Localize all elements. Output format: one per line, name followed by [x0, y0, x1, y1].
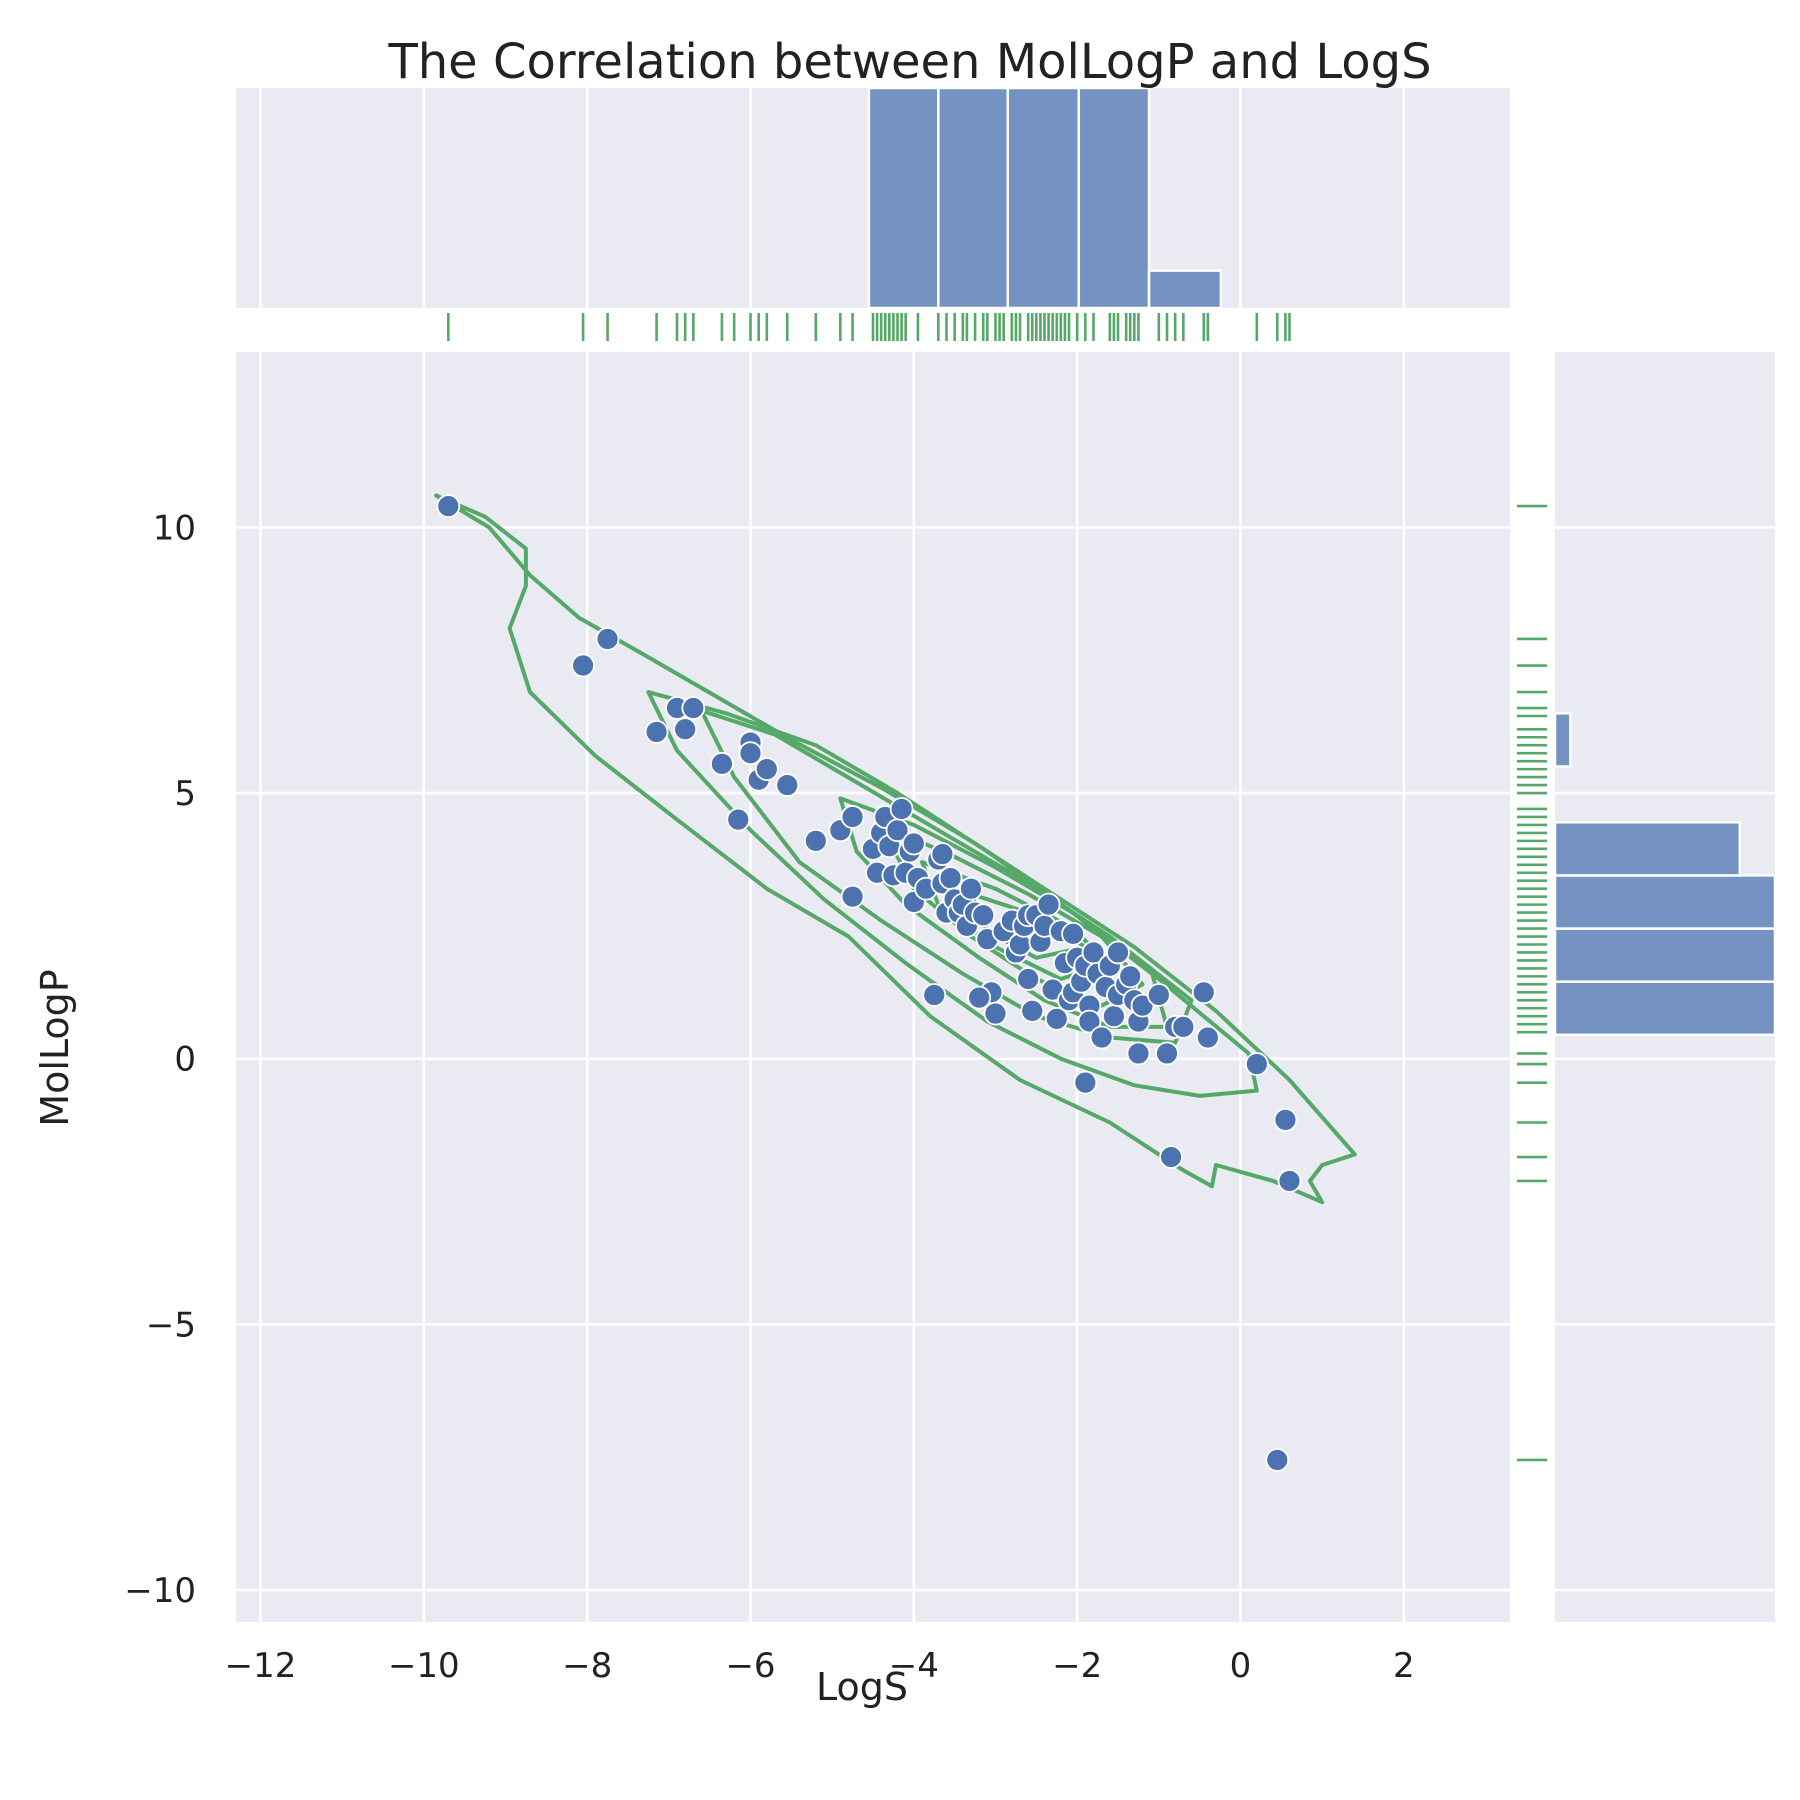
x-axis-label: LogS	[816, 1665, 908, 1709]
y-tick-label: 10	[153, 508, 196, 548]
kde-contour	[434, 493, 1357, 1205]
data-point	[1171, 1014, 1196, 1039]
data-point	[1118, 964, 1143, 989]
x-tick-label: −2	[1052, 1646, 1102, 1686]
x-tick-label: −12	[225, 1646, 297, 1686]
data-point	[1102, 1004, 1126, 1029]
top-marginal-histogram	[236, 86, 1510, 341]
data-point	[967, 985, 992, 1010]
data-point	[1077, 1009, 1102, 1034]
y-axis-label: MolLogP	[33, 969, 77, 1126]
data-point	[1195, 1025, 1220, 1050]
data-point	[971, 903, 996, 928]
data-point	[1061, 921, 1085, 946]
data-point	[1159, 1145, 1183, 1169]
chart-title: The Correlation between MolLogP and LogS	[387, 34, 1431, 90]
data-point	[754, 757, 779, 782]
x-histogram-bar	[867, 86, 940, 310]
data-point	[673, 717, 698, 742]
data-point	[959, 876, 983, 901]
data-point	[1265, 1448, 1290, 1472]
data-point	[983, 1001, 1008, 1026]
x-tick-label: −10	[388, 1646, 460, 1686]
y-histogram-bar	[1553, 927, 1777, 983]
data-point	[1155, 1041, 1179, 1066]
data-point	[1016, 967, 1041, 991]
data-point	[840, 884, 865, 909]
x-tick-label: 2	[1393, 1646, 1415, 1686]
data-point	[840, 805, 865, 829]
y-histogram-bar	[1553, 874, 1777, 930]
data-point	[1244, 1052, 1269, 1076]
data-point	[1146, 983, 1171, 1007]
data-point	[1106, 940, 1130, 965]
x-histogram-bar	[1147, 269, 1223, 310]
data-point	[930, 842, 955, 867]
data-point	[889, 797, 914, 821]
data-point	[1020, 999, 1045, 1023]
data-point	[710, 751, 734, 776]
data-point	[1277, 1169, 1302, 1193]
data-point	[938, 866, 963, 890]
scatter-panel-background	[236, 352, 1510, 1622]
y-histogram-bar	[1553, 712, 1572, 768]
data-point	[901, 831, 926, 856]
x-histogram-bar	[937, 86, 1009, 310]
kde-contour	[646, 690, 1259, 1098]
x-histogram-bar	[1006, 86, 1081, 310]
data-point	[738, 741, 763, 766]
data-point	[595, 627, 620, 651]
x-tick-label: −4	[889, 1646, 939, 1686]
data-point	[681, 696, 706, 720]
y-tick-label: 5	[174, 774, 196, 814]
x-tick-label: 0	[1230, 1646, 1252, 1686]
data-point	[803, 828, 828, 853]
data-point	[1036, 892, 1061, 917]
data-point	[1073, 1070, 1098, 1095]
data-point	[1273, 1107, 1298, 1132]
data-point	[436, 494, 461, 519]
data-point	[922, 983, 947, 1007]
right-marginal-histogram	[1517, 352, 1777, 1622]
scatter-panel: −12 −10 −8 −6 −4 −2 0 2 −10 −5 0 5 10	[124, 352, 1510, 1686]
y-histogram-bar	[1553, 821, 1742, 877]
y-tick-label: −10	[124, 1571, 196, 1611]
y-histogram-bar	[1553, 980, 1777, 1037]
data-point	[644, 720, 669, 744]
y-tick-label: 0	[174, 1040, 196, 1080]
x-histogram-bar	[1077, 86, 1151, 310]
x-tick-label: −6	[725, 1646, 775, 1686]
x-tick-label: −8	[562, 1646, 612, 1686]
y-tick-label: −5	[146, 1305, 196, 1345]
data-point	[726, 807, 751, 832]
data-point	[775, 773, 800, 797]
data-point	[1126, 1041, 1151, 1066]
data-point	[1044, 1006, 1069, 1031]
data-point	[1089, 1025, 1114, 1050]
kde-contour	[699, 708, 1194, 1045]
data-point	[1191, 980, 1216, 1005]
data-point	[571, 653, 595, 678]
